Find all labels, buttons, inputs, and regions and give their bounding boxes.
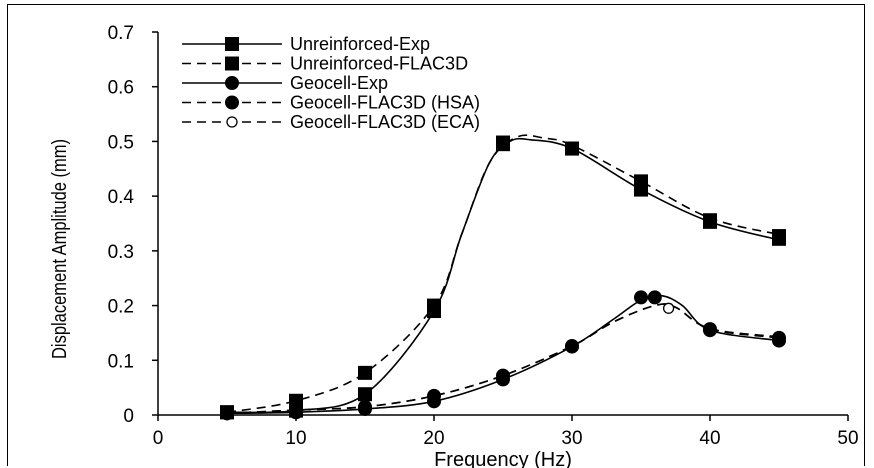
x-tick-label: 10 [285, 428, 306, 449]
data-point-geocell-flac3d-hsa [289, 403, 303, 418]
legend-marker-geocell-flac3d-hsa [225, 95, 239, 110]
data-point-unreinforced-flac3d [358, 365, 372, 380]
legend-marker-geocell-exp [225, 76, 239, 90]
data-point-unreinforced-flac3d [496, 137, 510, 152]
x-tick-label: 0 [153, 428, 164, 449]
legend: Unreinforced-ExpUnreinforced-FLAC3DGeoce… [182, 34, 480, 132]
x-tick-label: 50 [837, 428, 858, 449]
data-point-geocell-exp [647, 290, 662, 305]
y-tick-label: 0.4 [108, 187, 135, 208]
data-point-geocell-flac3d-eca [662, 302, 675, 314]
y-tick-label: 0.2 [108, 297, 134, 318]
data-point-unreinforced-flac3d [634, 174, 648, 189]
legend-label-geocell-exp: Geocell-Exp [290, 73, 388, 93]
x-axis-title: Frequency (Hz) [434, 449, 572, 468]
y-tick-label: 0.5 [108, 132, 134, 153]
legend-label-unreinforced-exp: Unreinforced-Exp [290, 34, 430, 54]
y-tick-label: 0 [123, 406, 134, 427]
data-point-unreinforced-flac3d [772, 229, 786, 244]
data-point-unreinforced-flac3d [427, 298, 441, 313]
data-point-geocell-flac3d-hsa [496, 368, 510, 383]
series-markers [220, 135, 786, 421]
data-point-geocell-flac3d-hsa [772, 330, 786, 345]
data-point-geocell-flac3d-hsa [634, 290, 648, 305]
data-point-geocell-flac3d-hsa [220, 406, 234, 421]
y-tick-label: 0.3 [108, 242, 134, 263]
data-point-geocell-flac3d-hsa [358, 399, 372, 414]
legend-marker-geocell-flac3d-eca [226, 116, 238, 128]
legend-marker-unreinforced-flac3d [225, 56, 239, 71]
data-point-unreinforced-exp [358, 387, 372, 402]
series-line-geocell-exp [226, 294, 780, 415]
y-axis-title: Displacement Amplitude (mm) [49, 139, 71, 359]
y-tick-label: 0.1 [108, 351, 134, 372]
x-tick-label: 30 [561, 428, 582, 449]
data-point-geocell-flac3d-hsa [703, 322, 717, 337]
axes: 0 10 20 30 40 50 0 0.1 0.2 0.3 0.4 0.5 0.6 0.7 [108, 23, 859, 449]
y-tick-label: 0.7 [108, 23, 134, 44]
x-tick-label: 20 [423, 428, 444, 449]
legend-label-geocell-flac3d-eca: Geocell-FLAC3D (ECA) [290, 112, 480, 132]
chart-frame [7, 4, 865, 466]
legend-label-geocell-flac3d-hsa: Geocell-FLAC3D (HSA) [290, 93, 480, 113]
y-tick-label: 0.6 [108, 78, 134, 99]
legend-marker-unreinforced-exp [225, 37, 239, 51]
data-point-geocell-flac3d-hsa [427, 388, 441, 403]
data-point-geocell-flac3d-hsa [565, 339, 579, 354]
data-point-unreinforced-flac3d [565, 141, 579, 156]
legend-label-unreinforced-flac3d: Unreinforced-FLAC3D [290, 54, 468, 74]
x-tick-label: 40 [699, 428, 720, 449]
data-point-unreinforced-flac3d [703, 213, 717, 228]
